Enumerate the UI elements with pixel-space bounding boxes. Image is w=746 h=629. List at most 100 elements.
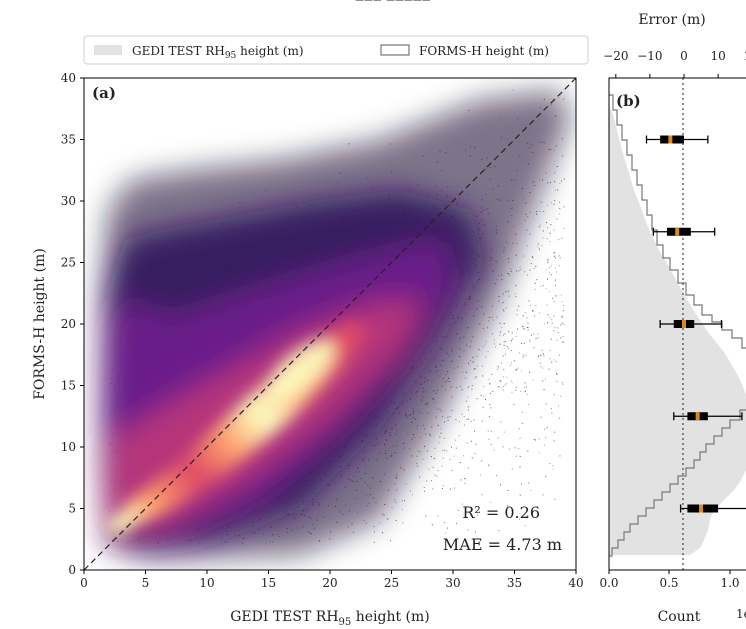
scatter-point	[538, 356, 539, 357]
scatter-point	[374, 531, 375, 532]
scatter-point	[520, 438, 521, 439]
scatter-point	[374, 526, 375, 527]
scatter-point	[471, 441, 472, 442]
x-tick-label: 5	[142, 576, 150, 590]
scatter-point	[534, 439, 535, 440]
scatter-point	[535, 283, 536, 284]
scatter-point	[507, 377, 508, 378]
scatter-point	[562, 323, 563, 324]
scatter-point	[444, 522, 445, 523]
scatter-point	[547, 260, 548, 261]
scatter-point	[467, 397, 468, 398]
scatter-point	[551, 202, 552, 203]
scatter-point	[466, 418, 467, 419]
y-tick-label: 20	[61, 317, 76, 331]
x-tick-label: 40	[568, 576, 583, 590]
legend-swatch-gedi	[94, 45, 122, 55]
scatter-point	[547, 227, 548, 228]
scatter-point	[481, 395, 482, 396]
scatter-point	[526, 386, 527, 387]
scatter-point	[537, 246, 538, 247]
scatter-point	[551, 362, 552, 363]
scatter-point	[500, 380, 501, 381]
scatter-point	[546, 304, 547, 305]
scatter-point	[555, 285, 556, 286]
error-tick-label: 10	[710, 49, 725, 63]
scatter-point	[520, 456, 521, 457]
scatter-point	[559, 213, 560, 214]
y-tick-label: 15	[61, 379, 76, 393]
scatter-point	[480, 474, 481, 475]
scatter-point	[544, 429, 545, 430]
scatter-point	[511, 271, 512, 272]
scatter-point	[505, 341, 506, 342]
scatter-point	[529, 270, 530, 271]
scatter-point	[501, 362, 502, 363]
scatter-point	[485, 344, 486, 345]
scatter-point	[539, 226, 540, 227]
scatter-point	[505, 385, 506, 386]
scatter-point	[523, 328, 524, 329]
scatter-point	[561, 181, 562, 182]
error-histogram-panel: (b) −20−10010200.00.51.0 Error (m) Count…	[599, 12, 746, 625]
scatter-point	[447, 528, 448, 529]
scatter-point	[517, 329, 518, 330]
scatter-point	[496, 475, 497, 476]
scatter-point	[468, 419, 469, 420]
scatter-point	[503, 293, 504, 294]
scatter-point	[540, 417, 541, 418]
scatter-point	[532, 256, 533, 257]
scatter-point	[501, 327, 502, 328]
scatter-point	[556, 218, 557, 219]
scatter-point	[553, 204, 554, 205]
scatter-point	[560, 257, 561, 258]
scatter-point	[542, 237, 543, 238]
scatter-point	[500, 344, 501, 345]
scatter-point	[500, 332, 501, 333]
scatter-point	[553, 469, 554, 470]
scatter-point	[538, 333, 539, 334]
scatter-point	[488, 431, 489, 432]
scatter-point	[467, 529, 468, 530]
scatter-point	[527, 394, 528, 395]
scatter-point	[468, 409, 469, 410]
scatter-point	[559, 355, 560, 356]
scatter-point	[522, 412, 523, 413]
scatter-point	[556, 361, 557, 362]
scatter-point	[454, 488, 455, 489]
scatter-point	[471, 421, 472, 422]
scatter-point	[386, 518, 387, 519]
scatter-point	[511, 380, 512, 381]
scatter-point	[498, 366, 499, 367]
scatter-point	[550, 182, 551, 183]
scatter-point	[417, 466, 418, 467]
scatter-point	[522, 423, 523, 424]
x-tick-label: 10	[199, 576, 214, 590]
scatter-point	[509, 296, 510, 297]
scatter-point	[495, 347, 496, 348]
scatter-point	[554, 301, 555, 302]
scatter-point	[559, 455, 560, 456]
scatter-point	[526, 230, 527, 231]
scatter-point	[555, 280, 556, 281]
scatter-point	[536, 279, 537, 280]
scatter-point	[514, 360, 515, 361]
scatter-point	[464, 478, 465, 479]
scatter-point	[553, 360, 554, 361]
scatter-point	[554, 432, 555, 433]
scatter-point	[536, 338, 537, 339]
scatter-point	[462, 389, 463, 390]
scatter-point	[481, 460, 482, 461]
scatter-point	[503, 369, 504, 370]
scatter-point	[431, 456, 432, 457]
scatter-point	[471, 389, 472, 390]
scatter-point	[387, 519, 388, 520]
scatter-point	[506, 383, 507, 384]
scatter-point	[477, 365, 478, 366]
scatter-point	[539, 249, 540, 250]
scatter-point	[395, 502, 396, 503]
scatter-point	[561, 295, 562, 296]
scatter-point	[468, 468, 469, 469]
scatter-point	[540, 366, 541, 367]
scatter-point	[534, 268, 535, 269]
